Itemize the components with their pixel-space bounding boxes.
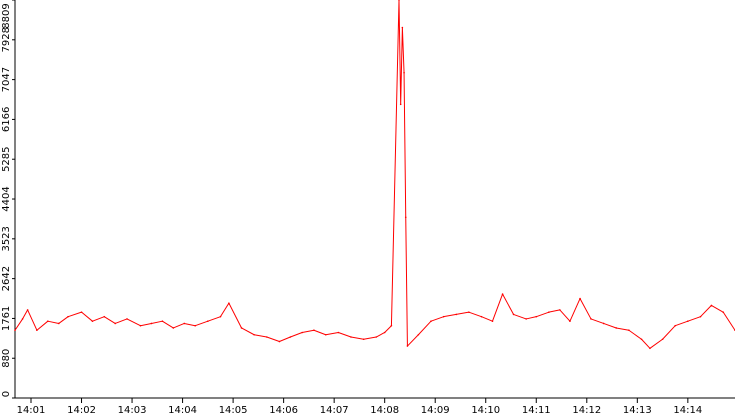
- data-point: [615, 327, 618, 329]
- data-point: [14, 329, 16, 332]
- data-point: [265, 336, 268, 338]
- data-point: [301, 331, 303, 334]
- data-point: [674, 324, 677, 327]
- data-point: [57, 322, 60, 325]
- data-point: [569, 320, 571, 322]
- data-point: [649, 347, 651, 350]
- data-point: [194, 324, 197, 327]
- x-tick-label: 14:02: [67, 405, 96, 415]
- data-point: [337, 331, 340, 334]
- data-point: [687, 320, 689, 322]
- x-tick-label: 14:05: [219, 405, 248, 415]
- data-point: [228, 302, 230, 304]
- y-tick-label: 880: [1, 349, 12, 368]
- data-point: [172, 327, 175, 329]
- data-point: [47, 320, 49, 322]
- data-point: [278, 340, 281, 343]
- data-point: [699, 315, 702, 318]
- data-point: [383, 331, 386, 334]
- data-point: [406, 345, 409, 347]
- data-point: [548, 311, 550, 313]
- data-point: [91, 320, 94, 322]
- data-point: [590, 318, 592, 320]
- y-tick-label: 6166: [1, 107, 12, 132]
- y-tick-label: 3523: [1, 226, 12, 251]
- data-point: [67, 315, 69, 318]
- data-point: [417, 333, 420, 336]
- data-point: [375, 336, 378, 338]
- data-point: [525, 318, 527, 320]
- x-tick-label: 14:13: [623, 405, 652, 415]
- data-point: [661, 338, 664, 341]
- y-tick-label: 7047: [1, 67, 12, 92]
- data-point: [313, 329, 315, 332]
- x-tick-label: 14:14: [673, 405, 702, 415]
- x-axis: 14:01 14:02 14:03 14:04 14:05 14:06 14:07 14:08…: [15, 397, 735, 416]
- y-tick-label: 0: [1, 391, 12, 397]
- y-tick-label: 5285: [1, 146, 12, 171]
- data-point: [535, 315, 538, 318]
- series-group: [14, 0, 735, 350]
- x-tick-label: 14:10: [471, 405, 500, 415]
- data-point: [404, 216, 407, 219]
- data-point: [350, 336, 352, 338]
- data-point: [126, 318, 128, 320]
- data-point: [480, 315, 483, 318]
- data-point: [398, 0, 400, 1]
- data-point: [324, 333, 327, 336]
- data-point: [442, 315, 445, 318]
- x-tick-label: 14:01: [17, 405, 46, 415]
- x-tick-label: 14:04: [168, 405, 197, 415]
- data-point: [103, 315, 106, 318]
- x-tick-label: 14:06: [269, 405, 298, 415]
- data-point: [150, 322, 153, 325]
- data-point: [219, 315, 222, 318]
- data-point: [710, 304, 713, 307]
- data-point: [491, 320, 494, 322]
- data-point: [289, 336, 292, 338]
- y-tick-label: 1761: [1, 306, 12, 331]
- data-point: [399, 103, 402, 106]
- data-point: [455, 313, 458, 316]
- y-tick-label: 7928: [1, 27, 12, 52]
- data-point: [602, 322, 605, 325]
- data-point: [139, 324, 142, 327]
- data-point: [640, 338, 643, 341]
- data-point: [403, 71, 405, 74]
- data-point: [253, 333, 255, 336]
- data-point: [401, 26, 404, 29]
- data-point: [362, 338, 365, 341]
- data-point: [512, 313, 515, 316]
- x-tick-label: 14:03: [118, 405, 147, 415]
- series-line: [14, 0, 735, 349]
- x-tick-label: 14:12: [572, 405, 601, 415]
- x-tick-label: 14:08: [370, 405, 399, 415]
- data-point: [36, 329, 38, 332]
- data-point: [579, 297, 581, 300]
- data-point: [501, 293, 504, 295]
- data-point: [161, 320, 164, 322]
- data-point: [80, 311, 83, 313]
- x-tick-label: 14:11: [522, 405, 551, 415]
- data-point: [722, 311, 725, 313]
- data-point: [183, 322, 186, 325]
- data-point: [114, 322, 117, 325]
- data-point: [390, 324, 393, 327]
- data-point: [430, 320, 432, 322]
- data-point: [26, 309, 29, 311]
- data-point: [559, 309, 561, 311]
- y-tick-label: 4404: [1, 186, 12, 211]
- data-point: [468, 311, 470, 313]
- data-point: [628, 329, 630, 332]
- y-tick-label: 8809: [1, 3, 12, 28]
- data-point: [207, 320, 209, 322]
- x-tick-label: 14:09: [421, 405, 450, 415]
- data-point: [240, 327, 243, 329]
- x-tick-label: 14:07: [320, 405, 349, 415]
- y-tick-label: 2642: [1, 266, 12, 291]
- data-point: [21, 318, 24, 320]
